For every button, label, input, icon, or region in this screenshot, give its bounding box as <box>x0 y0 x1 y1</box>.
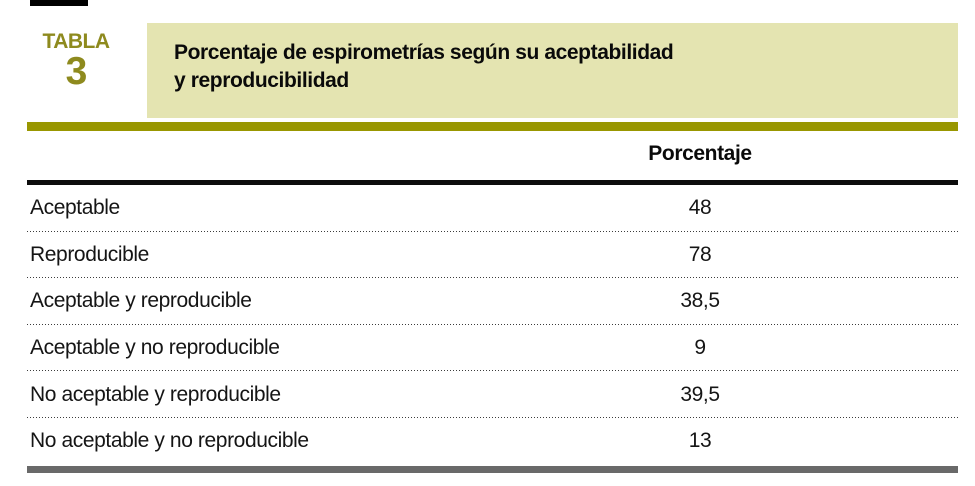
table-title-line1: Porcentaje de espirometrías según su ace… <box>174 41 674 64</box>
row-value: 9 <box>694 336 706 360</box>
table-row: Reproducible 78 <box>27 232 958 279</box>
table-title-line2: y reproducibilidad <box>174 69 349 92</box>
table-row: Aceptable y no reproducible 9 <box>27 325 958 372</box>
table-row: Aceptable 48 <box>27 185 958 232</box>
row-value: 48 <box>688 196 712 220</box>
table-badge-word: TABLA <box>42 30 110 53</box>
row-value: 78 <box>688 242 712 266</box>
value-column-header: Porcentaje <box>648 142 752 165</box>
row-label: No aceptable y reproducible <box>30 382 281 406</box>
table-row: No aceptable y no reproducible 13 <box>27 418 958 465</box>
row-label: Reproducible <box>30 242 149 266</box>
table-title: Porcentaje de espirometrías según su ace… <box>147 23 958 95</box>
row-value: 38,5 <box>680 289 720 313</box>
page-crop-mark <box>30 0 88 6</box>
table-bottom-bar <box>27 466 958 473</box>
table-top-rule <box>27 180 958 185</box>
row-label: Aceptable y reproducible <box>30 289 252 313</box>
row-label: Aceptable y no reproducible <box>30 336 280 360</box>
row-label: No aceptable y no reproducible <box>30 429 309 453</box>
row-value: 39,5 <box>680 382 720 406</box>
table-title-box: Porcentaje de espirometrías según su ace… <box>147 23 958 118</box>
row-value: 13 <box>688 429 712 453</box>
table-badge: TABLA 3 <box>20 30 132 93</box>
table-badge-number: 3 <box>65 50 88 93</box>
row-label: Aceptable <box>30 196 120 220</box>
table-body: Aceptable 48 Reproducible 78 Aceptable y… <box>27 185 958 465</box>
olive-divider-rule <box>27 122 958 131</box>
table-row: No aceptable y reproducible 39,5 <box>27 371 958 418</box>
table-row: Aceptable y reproducible 38,5 <box>27 278 958 325</box>
